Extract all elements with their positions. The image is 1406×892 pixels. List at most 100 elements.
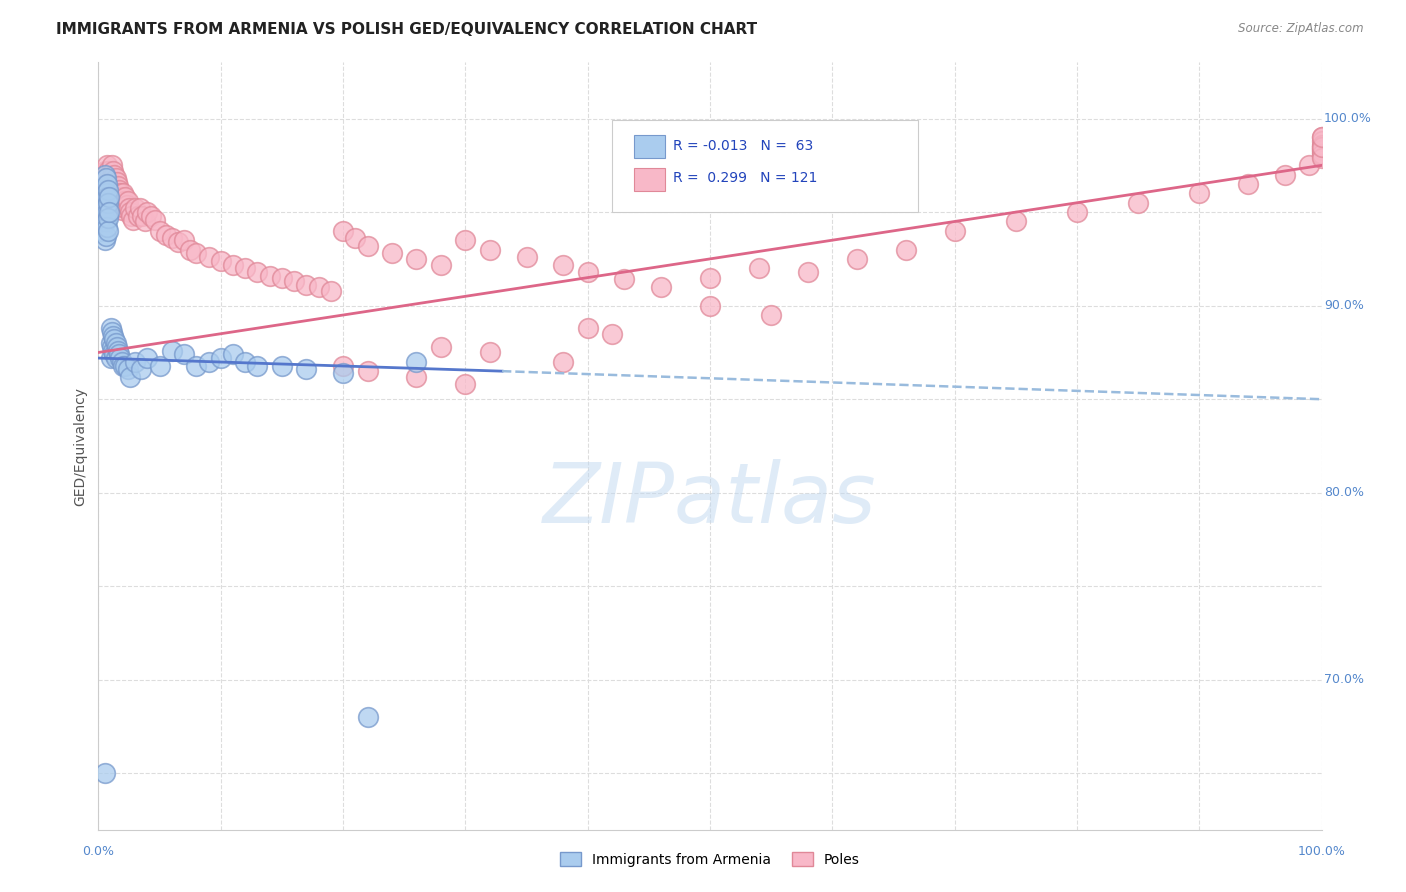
Point [98,205,121,219]
Point [115,197,138,211]
Point [111,203,134,218]
Point [91,186,114,201]
Point [173,347,195,361]
Point [91,214,114,228]
Point [104,336,127,351]
Text: 100.0%: 100.0% [1324,112,1372,125]
Point [136,351,159,365]
Point [179,243,201,257]
Point [454,377,477,392]
Text: 0.0%: 0.0% [83,845,114,857]
Text: ZIPatlas: ZIPatlas [543,459,877,541]
Point [103,168,125,182]
Point [100,171,122,186]
Point [319,284,342,298]
Point [94,171,117,186]
Point [98,181,121,195]
Point [129,202,152,216]
Point [93,211,115,225]
Point [797,265,820,279]
Point [97,183,120,197]
Point [332,359,354,373]
Point [748,261,770,276]
Point [104,351,127,365]
Point [478,345,501,359]
Point [104,171,127,186]
Point [97,177,120,191]
Point [105,340,128,354]
Point [173,233,195,247]
Point [114,359,136,373]
Point [943,224,966,238]
Point [1298,158,1320,172]
Point [270,270,294,285]
Point [699,299,721,313]
Point [295,362,318,376]
Point [209,253,232,268]
Point [1310,149,1333,163]
Point [105,188,128,202]
Point [96,177,118,191]
Point [283,274,305,288]
Point [613,272,636,286]
Point [100,321,122,335]
Point [91,186,114,201]
Point [233,355,256,369]
Point [107,343,129,358]
Point [186,246,208,260]
Point [1310,151,1333,165]
Point [1188,186,1211,201]
Legend: Immigrants from Armenia, Poles: Immigrants from Armenia, Poles [555,847,865,872]
Point [197,355,219,369]
Point [111,186,134,201]
Text: R = -0.013   N =  63: R = -0.013 N = 63 [673,139,814,153]
Point [120,209,142,223]
Point [761,308,783,322]
Point [105,175,128,189]
Point [845,252,868,266]
Point [121,212,143,227]
FancyBboxPatch shape [612,120,918,212]
Point [356,239,378,253]
Point [101,343,124,358]
Point [93,766,115,780]
Point [98,190,121,204]
Point [149,224,172,238]
Point [103,181,125,195]
Point [97,190,120,204]
Point [553,355,575,369]
Point [129,362,152,376]
Point [430,258,453,272]
Point [894,243,917,257]
Point [1310,130,1333,145]
Point [96,205,118,219]
Point [114,190,136,204]
Point [1310,139,1333,153]
Point [101,177,124,191]
Point [112,194,135,208]
Point [1310,147,1333,161]
Point [120,369,142,384]
Point [344,231,367,245]
Point [96,220,118,235]
Point [94,181,117,195]
Point [167,235,190,249]
Point [1310,141,1333,155]
Point [107,192,129,206]
Point [131,209,153,223]
Point [100,185,122,199]
Point [100,351,122,365]
Point [295,278,318,293]
Point [91,195,114,210]
Point [111,190,134,204]
Point [101,340,124,354]
Point [101,171,124,186]
Point [127,209,149,223]
Point [186,359,208,373]
Point [160,343,183,358]
Point [101,185,124,199]
Point [332,224,354,238]
Point [1004,214,1026,228]
Point [1066,205,1088,219]
Point [160,231,183,245]
